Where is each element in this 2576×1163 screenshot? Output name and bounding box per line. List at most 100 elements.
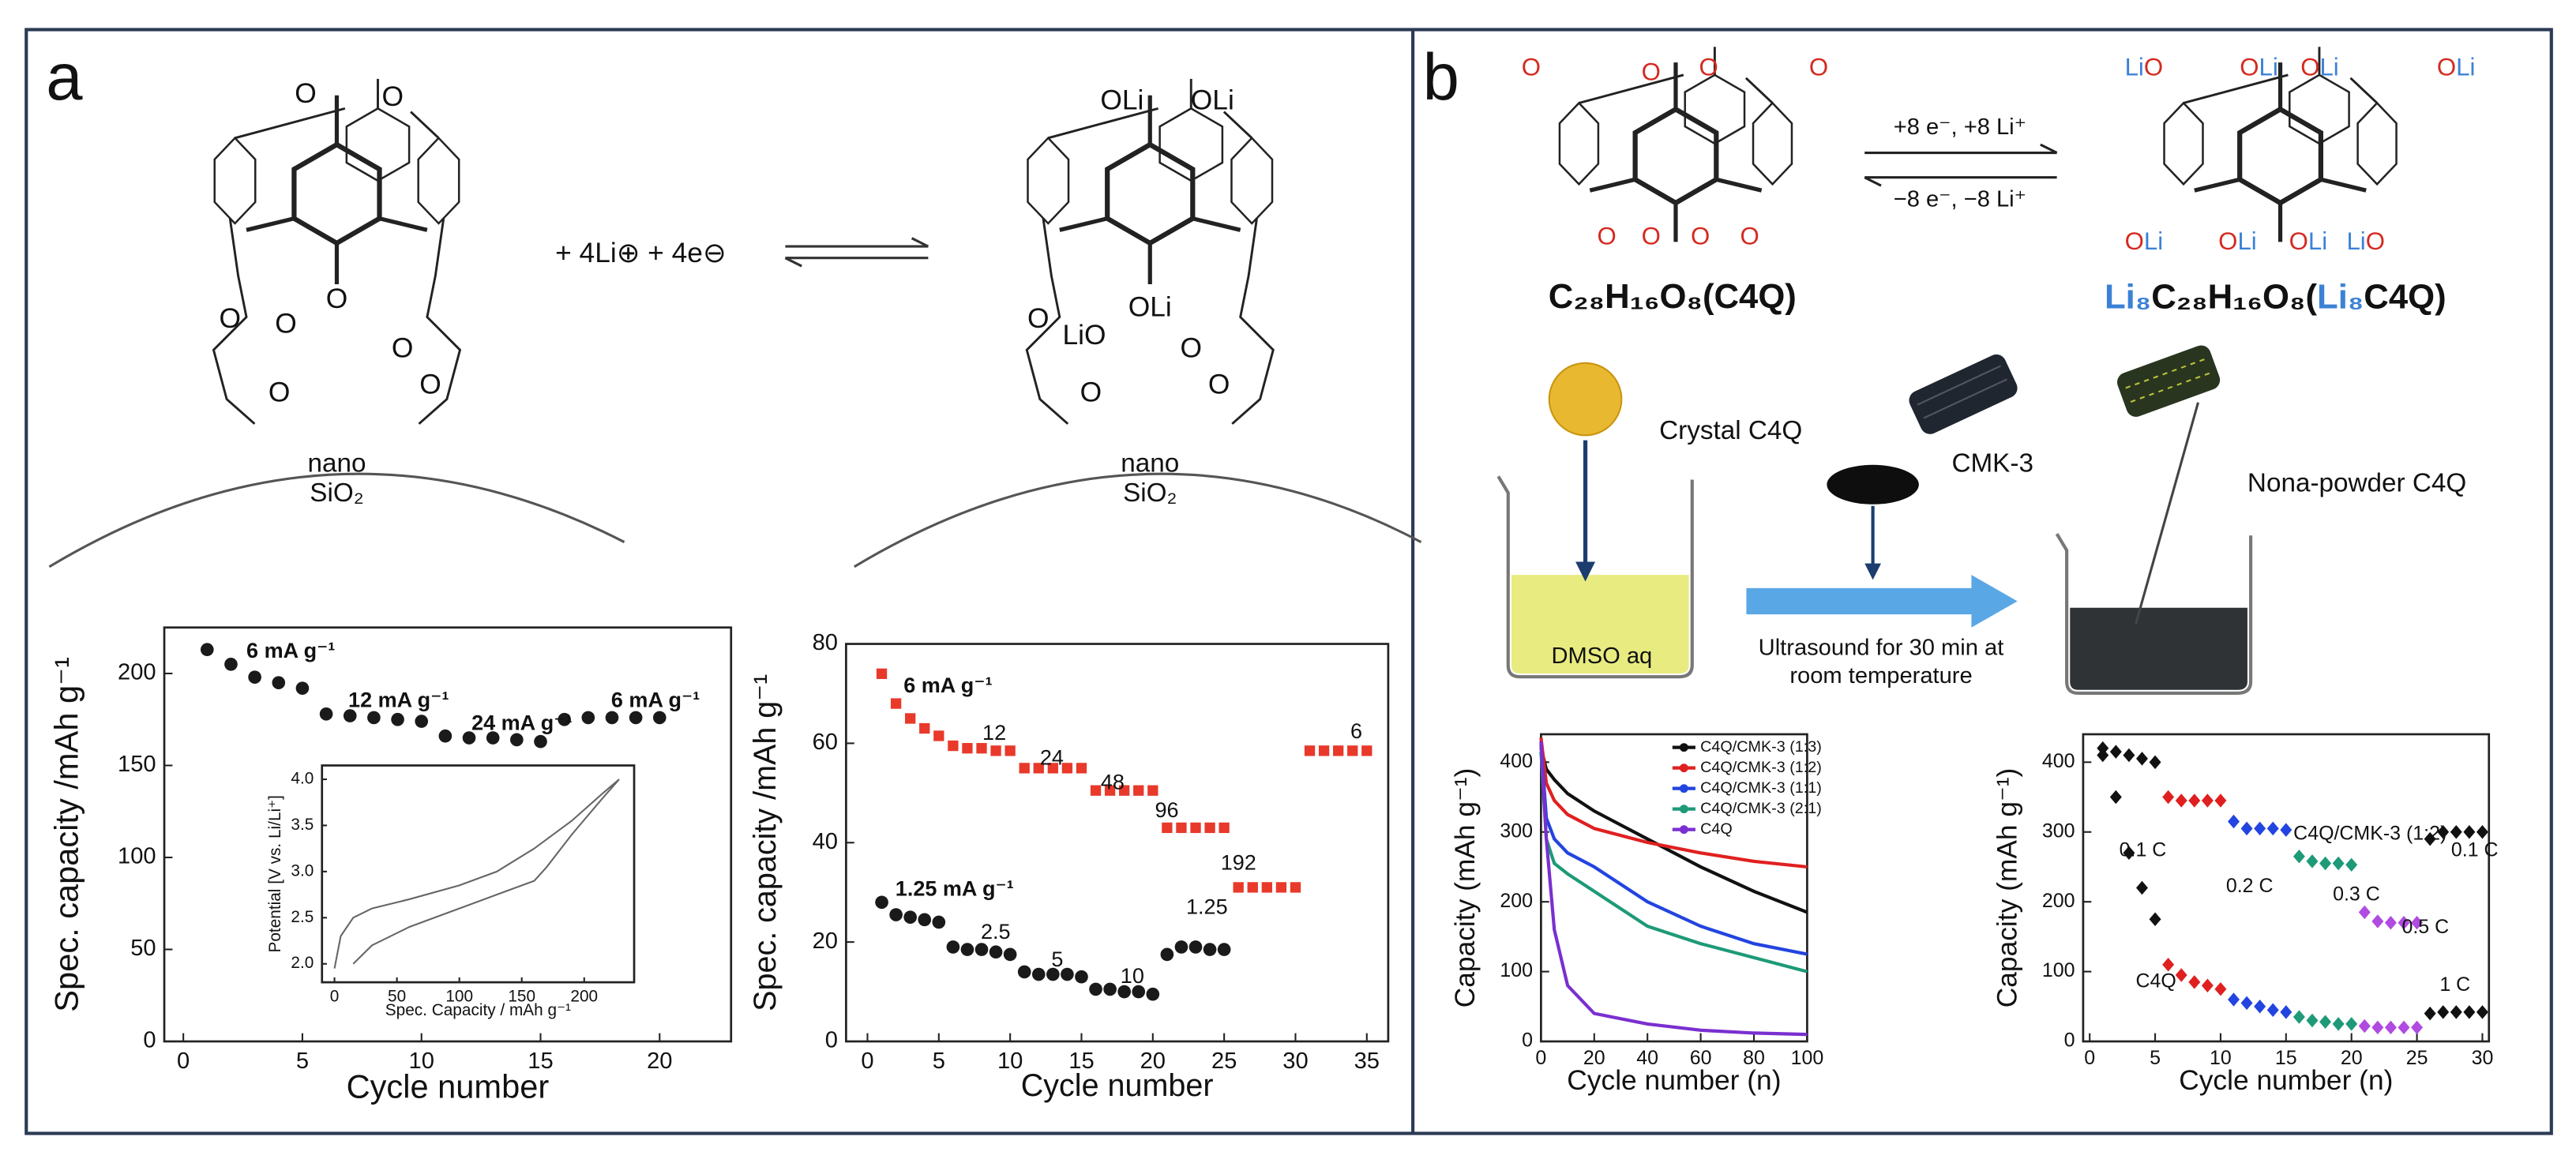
data-point	[932, 915, 946, 929]
data-line	[1539, 751, 1808, 974]
powder	[1827, 464, 1919, 505]
data-point	[2175, 968, 2187, 982]
data-point	[2411, 1020, 2424, 1035]
bond	[2349, 77, 2379, 104]
atom-label: O	[295, 78, 317, 109]
y-tick-label: 100	[1500, 959, 1533, 981]
atom-label: O	[381, 81, 404, 112]
redox-arrows	[1864, 143, 2058, 187]
y-tick-label: 2.0	[291, 954, 314, 972]
data-point	[1190, 822, 1201, 834]
ring	[2356, 101, 2398, 186]
data-point	[1089, 982, 1102, 996]
atom-label: OLi	[2300, 54, 2339, 81]
x-axis-label: Cycle number	[347, 1067, 550, 1105]
data-point	[2188, 793, 2201, 808]
data-point	[1119, 785, 1130, 796]
data-point	[2411, 915, 2424, 930]
annotation: 12	[982, 721, 1006, 745]
x-tick-label: 150	[508, 987, 535, 1005]
legend-marker	[1679, 805, 1688, 814]
x-axis-label: Cycle number (n)	[1567, 1065, 1781, 1096]
data-point	[2358, 1019, 2371, 1034]
atom-part: Li	[2319, 54, 2338, 81]
data-point	[391, 712, 404, 726]
process-label: DMSO aq	[1551, 643, 1652, 669]
y-tick-label: 300	[2042, 820, 2075, 842]
data-point	[1247, 882, 1258, 893]
x-tick-label: 20	[647, 1049, 672, 1074]
annotation: 2.5	[981, 920, 1011, 944]
data-point	[1047, 763, 1059, 774]
data-point	[272, 676, 286, 689]
annotation: 0.3 C	[2333, 883, 2380, 905]
molecule	[212, 78, 462, 425]
y-axis-label: Capacity (mAh g⁻¹)	[1450, 768, 1481, 1008]
annotation: 0.1 C	[2120, 838, 2167, 861]
plot-frame	[163, 626, 733, 1043]
cmk-3	[1909, 354, 2018, 434]
ring	[417, 136, 460, 225]
ring	[1558, 101, 1600, 186]
bond	[235, 107, 346, 140]
data-point	[248, 670, 261, 684]
atom-label: O	[326, 283, 348, 314]
data-point	[2240, 996, 2253, 1011]
forward-label: +8 e⁻, +8 Li⁺	[1894, 114, 2026, 140]
bond	[1192, 216, 1241, 232]
atom-part: Li	[2144, 227, 2163, 255]
data-point	[974, 943, 989, 956]
data-point	[1031, 967, 1046, 981]
x-tick-label: 5	[933, 1049, 945, 1074]
data-point	[462, 731, 476, 745]
ring	[2163, 101, 2204, 186]
data-point	[889, 908, 903, 921]
data-point	[2424, 1006, 2436, 1021]
molecule	[1025, 78, 1275, 425]
arrow-head	[1575, 561, 1596, 582]
data-point	[2188, 975, 2201, 989]
data-point	[976, 743, 987, 754]
data-point	[2135, 752, 2148, 766]
annotation: 24	[1040, 745, 1064, 769]
arrow-head	[1864, 563, 1882, 580]
x-tick-label: 5	[2150, 1047, 2161, 1069]
data-point	[2371, 914, 2384, 929]
data-point	[1233, 882, 1244, 893]
atom-part: O	[1597, 223, 1616, 250]
frame	[24, 28, 2553, 1135]
data-point	[1132, 985, 1146, 999]
data-point	[2266, 1003, 2279, 1017]
data-point	[1162, 822, 1173, 834]
atom-label: OLi	[2437, 54, 2476, 81]
bond	[378, 216, 428, 232]
atom-label: O	[1597, 223, 1616, 250]
atom-label: LiO	[2346, 227, 2385, 255]
atom-label: OLi	[2218, 227, 2257, 255]
atom-label: OLi	[1128, 292, 1172, 323]
chain	[1025, 218, 1069, 425]
x-tick-label: 20	[1583, 1047, 1605, 1069]
data-point	[1003, 947, 1017, 962]
panel-label: a	[46, 40, 83, 114]
process-label: Ultrasound for 30 min at	[1759, 635, 2004, 660]
beaker	[1496, 475, 1694, 679]
y-tick-label: 400	[2042, 750, 2075, 772]
process-label: Crystal C4Q	[1659, 416, 1802, 445]
y-tick-label: 200	[118, 660, 156, 685]
atom-part: O	[2144, 54, 2163, 81]
atom-part: O	[1740, 223, 1759, 250]
data-point	[2292, 1010, 2305, 1024]
atom-part: Li	[2456, 54, 2475, 81]
data-point	[2358, 905, 2371, 920]
data-point	[990, 745, 1001, 756]
y-tick-label: 4.0	[291, 770, 314, 788]
y-axis-label: Spec. capacity /mAh g⁻¹	[47, 657, 84, 1012]
ring	[1230, 136, 1274, 225]
y-tick-label: 50	[130, 936, 156, 961]
x-tick-label: 0	[2084, 1047, 2095, 1069]
data-point	[2306, 854, 2319, 868]
y-tick-label: 0	[143, 1028, 156, 1053]
bond	[1744, 77, 1774, 104]
data-point	[2254, 1000, 2266, 1014]
